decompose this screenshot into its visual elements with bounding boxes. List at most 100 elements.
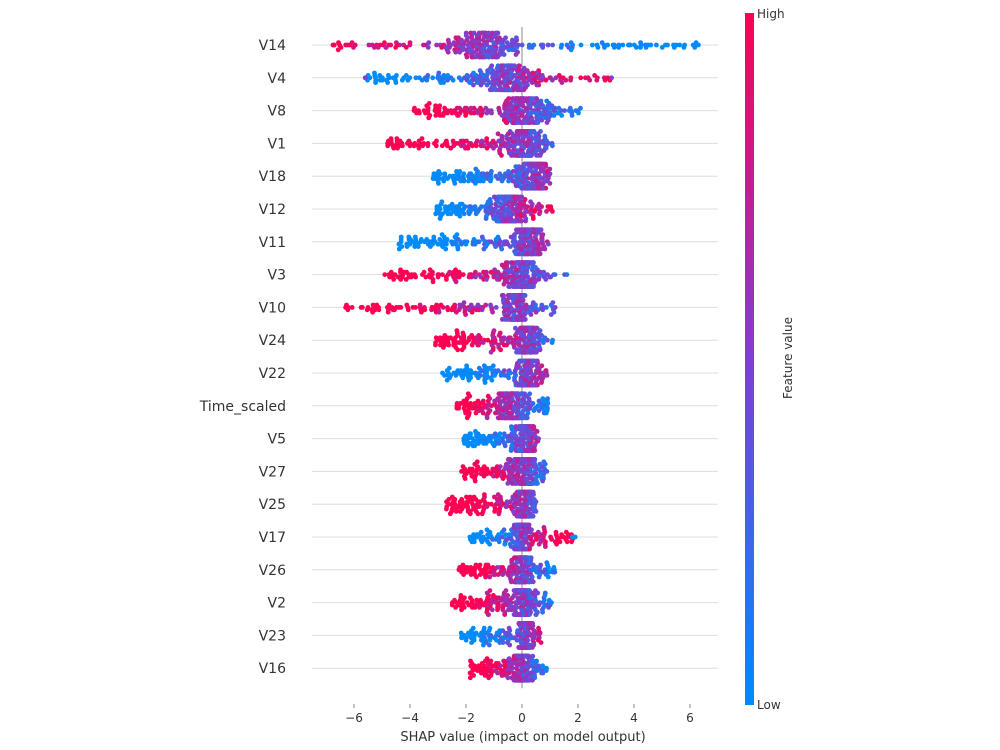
shap-dot [529,489,534,495]
shap-dot [491,443,497,449]
shap-dot [453,605,458,610]
shap-dot [468,401,473,406]
shap-dot [540,609,545,615]
shap-dot [526,382,531,388]
shap-dot [478,529,484,535]
shap-dot [569,539,574,545]
shap-dot [524,415,530,421]
shap-dot [470,625,476,631]
shap-dot [530,161,536,167]
shap-dot [538,98,544,104]
shap-dot [545,396,550,401]
shap-dot [493,30,499,36]
shap-dot [415,244,421,250]
shap-dot [404,244,410,250]
shap-dot [477,68,483,73]
shap-dot [544,120,550,125]
shap-dot [540,161,546,167]
shap-dot [522,513,527,519]
shap-dot [436,181,441,186]
shap-dot [428,244,433,250]
shap-dot [442,373,447,378]
shap-dot [479,138,485,144]
shap-dot [489,607,495,613]
shap-dot [538,42,544,48]
shap-dot [490,537,495,542]
shap-dot [508,448,514,453]
shap-dot [517,546,523,552]
shap-dot [522,227,528,233]
shap-dot [537,251,542,257]
shap-dot [475,302,481,308]
shap-dot [481,642,486,648]
shap-dot [539,532,545,537]
shap-dot [407,40,413,45]
shap-dot [512,73,517,78]
shap-dot [444,143,450,149]
shap-dot [533,309,539,315]
shap-dot [474,373,479,378]
shap-dot [508,244,513,250]
shap-dot [486,642,492,648]
shap-dot [533,532,539,537]
shap-dot [518,489,524,495]
shap-dot [474,574,479,580]
shap-dot [550,209,555,214]
shap-dot [449,307,454,313]
shap-dot [521,317,527,322]
shap-dot [335,47,341,53]
shap-dot [514,35,519,41]
shap-dot [522,457,527,462]
shap-dot [525,251,531,257]
shap-dot [457,565,463,570]
shap-dot [540,232,546,238]
shap-dot [501,281,507,287]
shap-dot [450,241,456,247]
shap-dot [453,35,459,41]
shap-dot [543,410,549,416]
shap-dot [439,143,445,149]
shap-dot [544,469,550,474]
shap-dot [492,368,498,373]
shap-dot [453,509,459,514]
shap-dot [464,565,470,570]
shap-dot [421,269,427,275]
shap-dot [506,96,511,101]
shap-dot [459,607,464,613]
shap-dot [519,42,525,48]
shap-dot [454,141,459,146]
shap-dot [506,335,512,341]
shap-dot [512,415,518,421]
shap-dot [576,110,581,116]
shap-dot [481,464,487,469]
shap-dot [413,75,419,81]
shap-dot [479,637,484,643]
shap-dot [507,565,512,570]
shap-dot [478,143,484,149]
shap-dot [430,75,436,81]
shap-dot [513,325,518,331]
shap-dot [388,269,394,275]
shap-dot [464,105,469,111]
shap-dot [461,368,467,373]
shap-dot [506,284,512,289]
shap-dot [548,312,554,317]
shap-dot [481,246,487,252]
shap-dot [540,185,545,191]
shap-dot [677,42,683,48]
shap-dot [434,204,440,210]
shap-dot [425,143,431,149]
shap-dot [497,35,502,41]
shap-dot [461,138,466,144]
shap-dot [449,602,455,608]
shap-dot [466,630,471,636]
shap-dot [537,347,543,353]
shap-dot [497,330,503,336]
shap-dot [454,232,460,238]
shap-dot [505,572,511,577]
shap-dot [497,640,503,645]
shap-dot [437,103,443,109]
shap-dot [495,368,501,373]
shap-dot [465,443,471,449]
shap-dot [469,54,475,60]
